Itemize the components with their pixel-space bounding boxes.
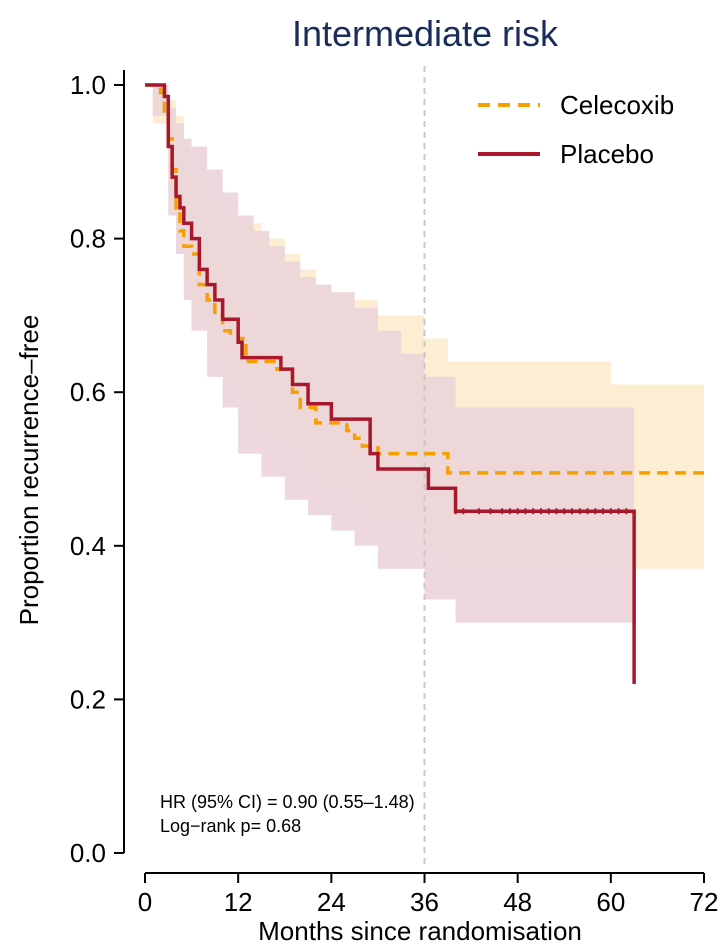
x-tick-label-72: 72 — [690, 887, 719, 917]
x-tick-label-24: 24 — [317, 887, 346, 917]
curve-placebo — [145, 83, 636, 685]
x-tick-label-48: 48 — [503, 887, 532, 917]
confidence-bands — [145, 85, 704, 623]
legend-label-placebo: Placebo — [560, 139, 654, 169]
y-tick-label-4: 0.8 — [70, 224, 106, 254]
x-axis-ticks: 0 12 24 36 48 60 72 — [138, 873, 719, 917]
x-axis-label: Months since randomisation — [258, 916, 582, 946]
hr-annotation: HR (95% CI) = 0.90 (0.55–1.48) — [160, 792, 415, 812]
y-tick-label-2: 0.4 — [70, 531, 106, 561]
legend-label-celecoxib: Celecoxib — [560, 90, 674, 120]
chart-title: Intermediate risk — [292, 13, 559, 54]
logrank-annotation: Log−rank p= 0.68 — [160, 816, 301, 836]
y-tick-label-3: 0.6 — [70, 377, 106, 407]
y-tick-label-0: 0.0 — [70, 838, 106, 868]
survival-curves — [145, 83, 704, 685]
legend: Celecoxib Placebo — [478, 90, 674, 169]
x-tick-label-36: 36 — [410, 887, 439, 917]
curve-celecoxib — [145, 83, 704, 475]
x-tick-label-12: 12 — [224, 887, 253, 917]
x-tick-label-60: 60 — [596, 887, 625, 917]
y-tick-label-1: 0.2 — [70, 684, 106, 714]
x-tick-label-0: 0 — [138, 887, 152, 917]
y-tick-label-5: 1.0 — [70, 70, 106, 100]
ci-band-placebo — [145, 85, 635, 623]
y-axis-label: Proportion recurrence–free — [14, 315, 44, 626]
y-axis-ticks: 0.0 0.2 0.4 0.6 0.8 1.0 — [70, 70, 124, 868]
censor-marks — [454, 508, 628, 515]
